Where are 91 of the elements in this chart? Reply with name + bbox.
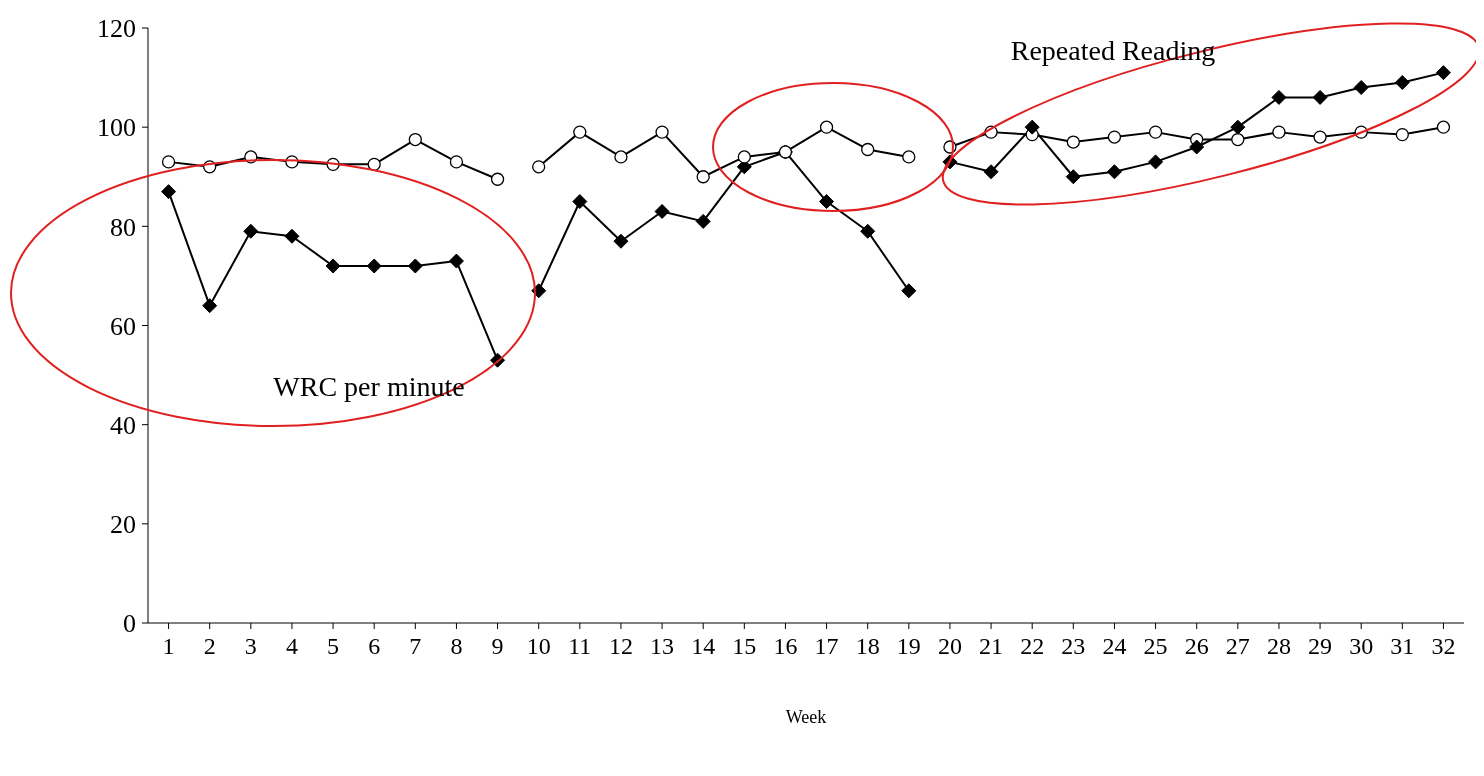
x-tick-label: 30 [1349, 633, 1374, 660]
point [696, 170, 710, 184]
x-tick-label: 8 [450, 633, 463, 660]
point [1024, 119, 1040, 135]
y-tick-label: 0 [123, 609, 136, 639]
point [1272, 125, 1286, 139]
point [284, 228, 300, 244]
y-tick-label: 20 [110, 510, 136, 540]
point [1435, 65, 1451, 81]
x-tick-label: 32 [1431, 633, 1456, 660]
point [983, 164, 999, 180]
point [1312, 89, 1328, 105]
point [1231, 132, 1245, 147]
x-tick-label: 24 [1102, 633, 1127, 660]
point [860, 223, 876, 239]
x-tick-label: 1 [162, 633, 175, 660]
point [695, 213, 711, 229]
x-tick-label: 28 [1266, 633, 1291, 660]
point [1106, 164, 1122, 180]
point [243, 223, 259, 239]
point [613, 233, 629, 249]
y-tick-label: 120 [97, 14, 136, 44]
point [448, 253, 464, 269]
point [819, 120, 834, 134]
point [1065, 169, 1081, 185]
y-tick-label: 100 [97, 113, 136, 143]
point [902, 150, 916, 164]
x-tick-label: 16 [773, 633, 798, 660]
x-tick-label: 6 [368, 633, 381, 660]
x-tick-label: 17 [814, 633, 839, 660]
x-tick-label: 12 [608, 633, 633, 660]
annotation: WRC per minute [273, 371, 465, 402]
point [901, 283, 917, 299]
x-tick-label: 29 [1308, 633, 1333, 660]
point [161, 155, 176, 169]
point [1271, 89, 1287, 105]
x-tick-label: 4 [285, 633, 298, 660]
x-tick-label: 25 [1143, 633, 1168, 660]
x-tick-label: 31 [1390, 633, 1415, 660]
point [1066, 135, 1080, 149]
x-tick-label: 10 [526, 633, 551, 660]
y-tick-label: 60 [110, 311, 136, 341]
point [1230, 119, 1246, 135]
point [1436, 120, 1451, 134]
x-axis-title: Week [785, 707, 827, 727]
x-tick-label: 27 [1225, 633, 1250, 660]
point [573, 125, 587, 139]
x-tick-label: 20 [937, 633, 962, 660]
y-tick-label: 80 [110, 212, 136, 242]
point [861, 142, 875, 157]
x-tick-label: 26 [1184, 633, 1209, 660]
point [819, 194, 835, 210]
point [1189, 139, 1205, 155]
point [1353, 80, 1369, 95]
point [202, 298, 218, 314]
y-tick-label: 40 [110, 410, 136, 440]
x-tick-label: 11 [568, 633, 592, 660]
x-tick-label: 21 [979, 633, 1004, 660]
point [654, 203, 670, 219]
point [367, 157, 381, 171]
point [161, 184, 177, 200]
point [614, 150, 628, 164]
point [1107, 130, 1122, 144]
x-tick-label: 14 [691, 633, 716, 660]
x-tick-label: 7 [409, 633, 422, 660]
point [1148, 154, 1164, 170]
point [1394, 75, 1410, 91]
x-tick-label: 23 [1061, 633, 1086, 660]
point [1395, 127, 1409, 142]
annotation: Repeated Reading [1010, 35, 1216, 66]
point [408, 132, 422, 147]
point [1148, 125, 1163, 139]
x-tick-label: 22 [1020, 633, 1045, 660]
point [532, 160, 546, 174]
point [366, 258, 382, 274]
point [407, 258, 423, 274]
x-tick-label: 3 [244, 633, 257, 660]
x-tick-label: 13 [650, 633, 675, 660]
x-tick-label: 19 [896, 633, 921, 660]
point [572, 194, 588, 210]
x-tick-label: 18 [855, 633, 880, 660]
point [325, 258, 341, 274]
x-tick-label: 2 [203, 633, 216, 660]
point [1313, 130, 1327, 144]
point [655, 125, 669, 139]
point [490, 172, 505, 186]
x-tick-label: 5 [327, 633, 340, 660]
point [449, 155, 464, 169]
x-tick-label: 9 [491, 633, 504, 660]
x-tick-label: 15 [732, 633, 757, 660]
point [737, 150, 751, 164]
